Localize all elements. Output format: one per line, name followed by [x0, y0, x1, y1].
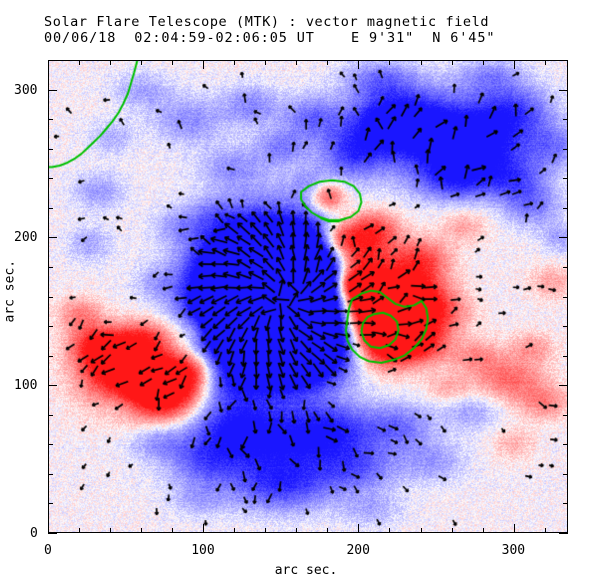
figure-title-line-1: Solar Flare Telescope (MTK) : vector mag…	[44, 14, 490, 30]
x-axis-tick-top-major	[358, 60, 359, 69]
x-axis-tick-top-minor	[110, 60, 111, 65]
y-axis-tick-right-major	[559, 533, 568, 534]
y-tick-label: 300	[14, 82, 38, 98]
x-axis-tick-minor	[79, 528, 80, 533]
y-axis-tick-right-minor	[563, 149, 568, 150]
x-axis-tick-minor	[265, 528, 266, 533]
x-axis-tick-minor	[389, 528, 390, 533]
y-axis-tick-minor	[48, 326, 53, 327]
x-axis-tick-top-minor	[141, 60, 142, 65]
y-axis-tick-right-minor	[563, 474, 568, 475]
y-axis-tick-minor	[48, 415, 53, 416]
x-axis-tick-top-major	[48, 60, 49, 69]
y-axis-tick-major	[48, 90, 57, 91]
x-axis-tick-minor	[296, 528, 297, 533]
y-axis-tick-minor	[48, 267, 53, 268]
x-tick-label: 300	[501, 543, 526, 558]
x-axis-tick-top-minor	[483, 60, 484, 65]
y-axis-tick-minor	[48, 149, 53, 150]
x-axis-tick-major	[203, 524, 204, 533]
y-axis-tick-major	[48, 533, 57, 534]
y-axis-tick-right-major	[559, 237, 568, 238]
x-axis-tick-major	[514, 524, 515, 533]
y-tick-label: 100	[14, 378, 38, 394]
x-axis-tick-top-minor	[265, 60, 266, 65]
y-axis-tick-right-minor	[563, 60, 568, 61]
y-axis-tick-right-minor	[563, 326, 568, 327]
x-axis-tick-minor	[141, 528, 142, 533]
plot-area	[48, 60, 568, 533]
x-axis-tick-top-minor	[545, 60, 546, 65]
x-tick-label: 200	[346, 543, 370, 558]
x-axis-tick-top-minor	[421, 60, 422, 65]
y-axis-tick-right-minor	[563, 297, 568, 298]
x-axis-tick-top-minor	[172, 60, 173, 65]
x-axis-tick-top-minor	[327, 60, 328, 65]
y-axis-tick-minor	[48, 297, 53, 298]
y-axis-tick-right-minor	[563, 119, 568, 120]
x-axis-tick-minor	[452, 528, 453, 533]
y-axis-title: arc sec.	[2, 259, 18, 323]
y-axis-tick-right-minor	[563, 444, 568, 445]
figure-title-block: Solar Flare Telescope (MTK) : vector mag…	[44, 14, 584, 46]
y-tick-label: 200	[14, 230, 38, 246]
x-axis-tick-minor	[483, 528, 484, 533]
y-axis-tick-right-major	[559, 90, 568, 91]
x-axis-tick-top-minor	[296, 60, 297, 65]
y-axis-tick-minor	[48, 356, 53, 357]
y-axis-tick-right-minor	[563, 356, 568, 357]
y-axis-tick-minor	[48, 444, 53, 445]
x-axis-tick-top-minor	[389, 60, 390, 65]
y-axis-tick-minor	[48, 119, 53, 120]
y-tick-label: 0	[30, 526, 38, 541]
x-tick-label: 100	[191, 543, 215, 558]
x-axis-tick-minor	[234, 528, 235, 533]
y-axis-tick-right-major	[559, 385, 568, 386]
contour-overlay	[49, 61, 567, 532]
x-axis-tick-minor	[110, 528, 111, 533]
x-axis-tick-top-major	[514, 60, 515, 69]
x-axis-tick-top-minor	[452, 60, 453, 65]
x-axis-tick-top-minor	[79, 60, 80, 65]
y-axis-tick-major	[48, 385, 57, 386]
figure-title-line-2: 00/06/18 02:04:59-02:06:05 UT E 9'31" N …	[44, 30, 496, 46]
x-axis-tick-minor	[327, 528, 328, 533]
x-axis-tick-major	[358, 524, 359, 533]
x-axis-tick-minor	[545, 528, 546, 533]
y-axis-tick-minor	[48, 208, 53, 209]
y-axis-tick-right-minor	[563, 178, 568, 179]
x-tick-label: 0	[44, 543, 52, 558]
y-axis-tick-right-minor	[563, 267, 568, 268]
x-axis-tick-major	[48, 524, 49, 533]
x-axis-tick-minor	[421, 528, 422, 533]
x-axis-tick-minor	[172, 528, 173, 533]
y-axis-tick-right-minor	[563, 208, 568, 209]
y-axis-tick-major	[48, 237, 57, 238]
y-axis-tick-minor	[48, 60, 53, 61]
y-axis-tick-minor	[48, 474, 53, 475]
y-axis-tick-right-minor	[563, 503, 568, 504]
y-axis-tick-right-minor	[563, 415, 568, 416]
x-axis-tick-top-minor	[234, 60, 235, 65]
x-axis-title: arc sec.	[274, 563, 338, 578]
x-axis-tick-top-major	[203, 60, 204, 69]
y-axis-tick-minor	[48, 503, 53, 504]
y-axis-tick-minor	[48, 178, 53, 179]
